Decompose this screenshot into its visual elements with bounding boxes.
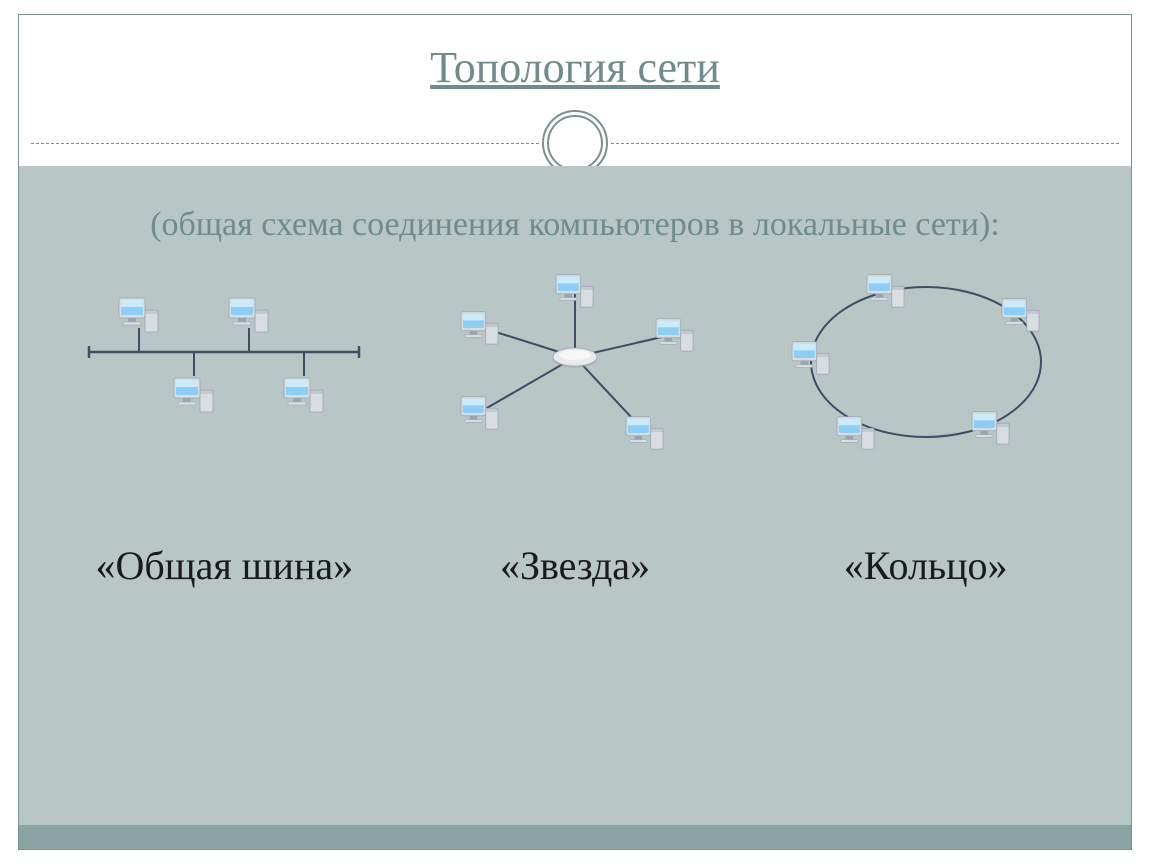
- slide-header: Топология сети: [19, 15, 1131, 120]
- diagram-label: «Кольцо»: [844, 542, 1008, 590]
- diagram-row: «Общая шина» «Звезда» «Кольцо»: [19, 262, 1131, 590]
- diagram-label: «Общая шина»: [96, 542, 354, 590]
- ring-topology-icon: [761, 262, 1091, 462]
- slide-frame: Топология сети (общая схема соединения к…: [18, 14, 1132, 850]
- footer-bar: [19, 825, 1131, 849]
- slide-title: Топология сети: [430, 42, 720, 93]
- diagram-ring: «Кольцо»: [750, 262, 1101, 590]
- bus-topology-icon: [69, 262, 379, 462]
- diagram-bus: «Общая шина»: [49, 262, 400, 590]
- divider: [19, 120, 1131, 166]
- diagram-label: «Звезда»: [500, 542, 650, 590]
- star-topology-icon: [420, 262, 730, 462]
- slide-subtitle: (общая схема соединения компьютеров в ло…: [19, 166, 1131, 258]
- diagram-star: «Звезда»: [400, 262, 751, 590]
- slide-body: (общая схема соединения компьютеров в ло…: [19, 166, 1131, 825]
